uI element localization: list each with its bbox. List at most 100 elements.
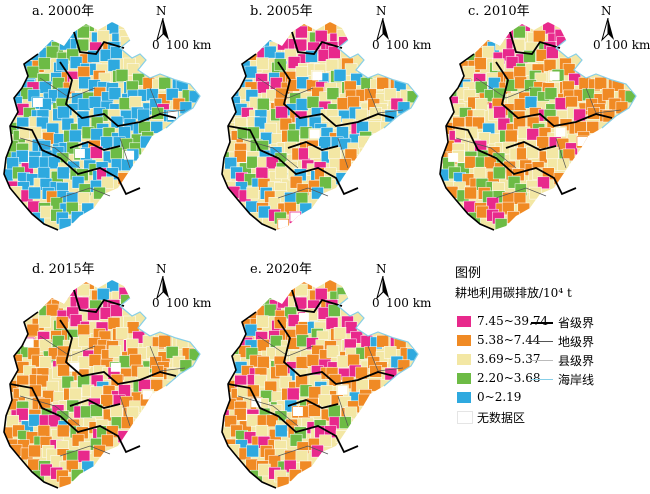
county-region [319, 434, 332, 448]
no-data-region [555, 127, 566, 137]
legend-line-label: 省级界 [558, 316, 595, 330]
county-region [45, 303, 59, 317]
county-region [227, 444, 241, 457]
panel-title: d. 2015年 [32, 262, 95, 277]
no-data-region [251, 398, 262, 408]
north-arrow-scale: N 0 100 km [370, 4, 440, 54]
county-region [108, 87, 122, 100]
province-boundary [73, 31, 125, 55]
county-region [88, 96, 102, 109]
county-region [115, 327, 129, 340]
county-region [513, 98, 527, 111]
county-region [295, 192, 309, 205]
county-region [492, 166, 506, 180]
county-region [529, 186, 542, 200]
county-region [294, 38, 308, 52]
legend-subtitle: 耕地利用碳排放/10⁴ t [455, 286, 572, 300]
province-boundary [221, 311, 277, 489]
city-boundary [277, 445, 329, 457]
county-region [445, 186, 459, 199]
county-region [38, 57, 51, 70]
city-boundary [337, 395, 349, 427]
county-region [326, 345, 340, 358]
county-region [233, 407, 247, 421]
north-letter: N [376, 262, 387, 276]
province-boundary [291, 289, 343, 313]
county-region [96, 30, 110, 43]
province-boundary [445, 125, 577, 196]
county-region [115, 69, 129, 82]
county-region [129, 353, 142, 367]
county-region [71, 469, 84, 482]
panel-title: e. 2020年 [250, 262, 313, 277]
county-region [473, 166, 487, 180]
county-region [140, 135, 153, 149]
county-region [565, 95, 578, 109]
province-boundary [9, 125, 141, 196]
legend-class-label: 2.20~3.68 [477, 371, 541, 385]
county-region [255, 166, 269, 180]
county-region [45, 45, 59, 59]
county-region [319, 176, 332, 190]
no-data-region [32, 98, 43, 107]
county-region [233, 149, 247, 163]
choropleth-map [3, 280, 201, 489]
county-region [276, 476, 290, 488]
legend-class-label: 5.38~7.44 [477, 333, 541, 347]
north-arrow-scale: N 0 100 km [593, 4, 650, 54]
county-region [376, 334, 390, 348]
province-boundary [221, 53, 277, 231]
county-region [594, 76, 608, 90]
scale-start: 0 [152, 38, 160, 52]
county-region [77, 450, 91, 463]
province-boundary [287, 141, 339, 151]
county-region [69, 314, 83, 327]
county-region [263, 45, 277, 59]
county-region [76, 296, 90, 310]
map-panel-2020: e. 2020年 [218, 258, 428, 493]
no-data-region [110, 362, 121, 372]
province-boundary [505, 141, 557, 151]
county-region [495, 37, 508, 51]
no-data-region [278, 219, 289, 229]
county-region [306, 96, 320, 109]
legend-class-label: 无数据区 [477, 411, 526, 425]
county-region [274, 166, 288, 180]
province-boundary [277, 319, 395, 385]
map-panel-2015: d. 2015年 [0, 258, 210, 493]
panel-title: b. 2005年 [250, 4, 313, 19]
county-region [246, 186, 259, 200]
north-arrow-icon [156, 18, 169, 42]
county-region [129, 95, 142, 109]
county-region [507, 211, 520, 224]
north-letter: N [376, 4, 387, 18]
county-region [93, 186, 106, 200]
legend-swatch [457, 335, 471, 346]
county-region [275, 105, 288, 119]
county-region [93, 444, 106, 458]
county-region [69, 56, 83, 69]
city-boundary [119, 395, 131, 427]
province-boundary [227, 125, 359, 196]
county-region [295, 450, 309, 463]
scale-end: 100 km [166, 38, 212, 52]
no-data-region [69, 362, 80, 372]
county-region [77, 192, 91, 205]
county-region [314, 288, 328, 301]
scale-end: 100 km [386, 296, 432, 310]
county-region [326, 87, 340, 100]
county-region [277, 37, 290, 51]
legend-line-sample [531, 360, 553, 361]
county-region [333, 327, 347, 340]
county-region [88, 354, 102, 367]
legend-title: 图例 [455, 266, 482, 281]
legend-line-label: 海岸线 [558, 373, 595, 387]
county-region [314, 30, 328, 43]
county-region [512, 38, 526, 52]
county-region [376, 76, 390, 90]
province-boundary [509, 31, 561, 55]
province-boundary [3, 311, 59, 489]
county-region [158, 334, 172, 348]
city-boundary [19, 137, 81, 169]
county-region [474, 57, 487, 70]
